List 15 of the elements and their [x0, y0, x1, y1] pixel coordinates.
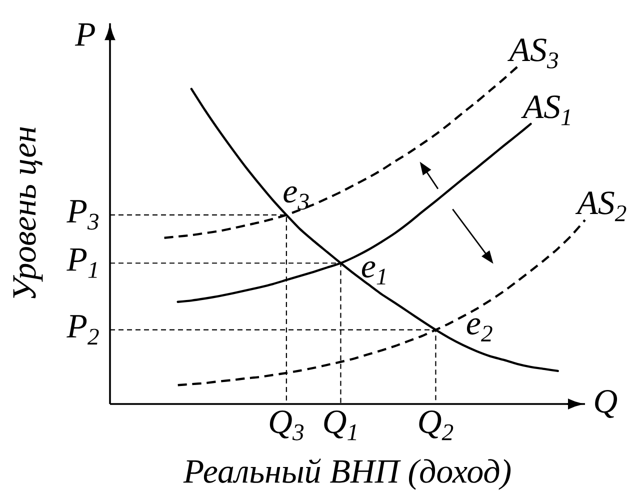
annotation: e$_{1}$	[362, 261, 386, 284]
text: P$_{3}$	[66, 200, 98, 230]
series-label: AS$_{1}$	[521, 96, 570, 126]
x-tick-label: Q$_{1}$	[324, 410, 356, 440]
text: P$_{2}$	[66, 315, 99, 345]
text: P	[74, 23, 95, 46]
y-axis-title: Уровень цен	[13, 127, 43, 298]
text: P$_{1}$	[66, 248, 97, 278]
text: Q	[595, 390, 618, 418]
series-label: AS$_{3}$	[507, 38, 558, 68]
x-tick-label: Q$_{3}$	[270, 410, 304, 440]
x-tick-label: Q$_{2}$	[419, 410, 454, 440]
series-label: AS$_{2}$	[575, 192, 626, 222]
annotation: e$_{2}$	[466, 318, 492, 342]
x-axis-title: Реальный ВНП (доход)	[183, 458, 511, 490]
